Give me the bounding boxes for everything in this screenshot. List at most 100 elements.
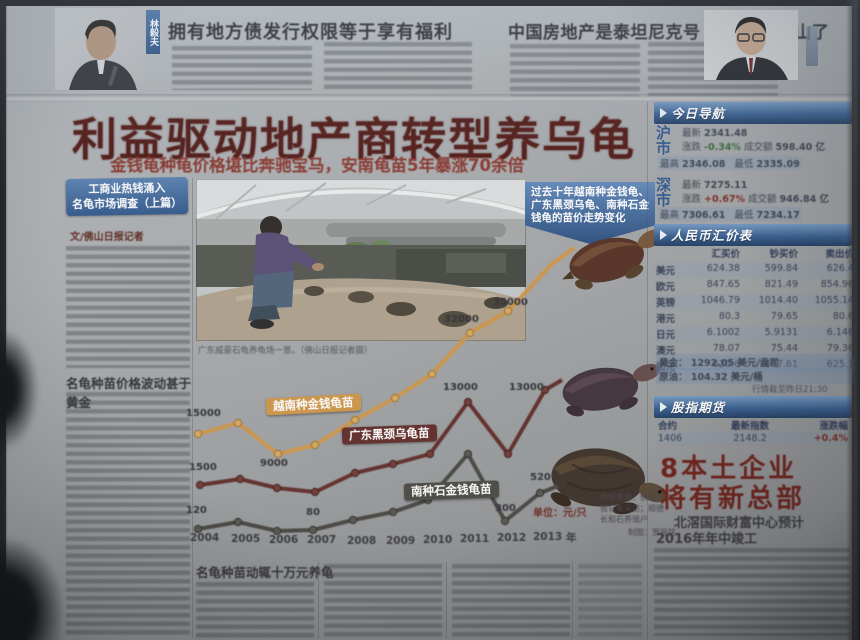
fx-row-usd: 美元 624.38 599.84 626.4 bbox=[656, 262, 854, 278]
label: 涨跌 bbox=[682, 194, 702, 205]
body-text-placeholder bbox=[452, 564, 570, 638]
column-rule bbox=[318, 562, 319, 638]
bottom-subhead: 名龟种苗动辄十万元养龟 bbox=[196, 565, 334, 580]
fx-row-aud: 澳元 78.07 75.44 79.36 bbox=[656, 343, 854, 357]
sz-char1: 深 bbox=[656, 176, 672, 194]
x-tick: 2011 bbox=[460, 533, 490, 545]
oil-value: 104.32 美元/桶 bbox=[690, 372, 763, 383]
point-label: 80 bbox=[306, 507, 320, 518]
point-label: 35000 bbox=[493, 297, 528, 308]
sz-low-value: 7234.17 bbox=[756, 210, 800, 221]
fx-col-cash: 钞买价 bbox=[769, 249, 798, 260]
sh-change-row: 涨跌 -0.34% 成交额 598.40 亿 bbox=[682, 139, 825, 153]
gold-value: 1292.05 美元/盎司 bbox=[690, 358, 779, 369]
farm-photo bbox=[196, 179, 526, 341]
sh-char2: 市 bbox=[656, 139, 672, 157]
body-text-placeholder bbox=[510, 44, 640, 96]
sz-high-value: 7306.61 bbox=[682, 210, 726, 221]
chart-source: 数据来源：佛山日 报记者采访；顺德 长和石养殖户 制图：罗振铭 bbox=[600, 492, 676, 538]
futures-title: 股指期货 bbox=[671, 400, 726, 415]
turtle-image-3 bbox=[535, 421, 678, 534]
label: 最低 bbox=[734, 210, 754, 221]
left-column-subhead: 名龟种苗价格波动甚于黄金 bbox=[66, 376, 192, 410]
triangle-icon bbox=[660, 107, 667, 118]
oil-row: 原油： 104.32 美元/桶 bbox=[656, 368, 858, 384]
chart-title-box: 过去十年越南种金钱龟、广东黑颈乌龟、南种石金钱龟的苗价走势变化 bbox=[525, 182, 655, 244]
chart-source-line: 数据来源：佛山日 bbox=[600, 493, 664, 502]
column-rule bbox=[572, 562, 573, 638]
sz-change-row: 涨跌 +0.67% 成交额 946.84 亿 bbox=[682, 191, 829, 205]
futures-col-contract: 合约 bbox=[658, 421, 678, 432]
page-edge-tag bbox=[806, 26, 818, 66]
x-tick: 2006 bbox=[269, 534, 299, 546]
sh-low-value: 2335.09 bbox=[756, 159, 800, 170]
point-label: 120 bbox=[186, 505, 207, 516]
x-tick: 2005 bbox=[231, 533, 261, 545]
sz-latest-row: 最新 7275.11 bbox=[682, 177, 747, 191]
sh-range-row: 最高 2346.08 最低 2335.09 bbox=[658, 156, 802, 170]
column-rule bbox=[647, 102, 648, 640]
newspaper-page: 林毅夫 拥有地方债发行权限等于享有福利 中国房地产是泰坦尼克号 就要撞到冰山了 … bbox=[6, 2, 858, 640]
futures-row: 1406 2148.2 +0.4% bbox=[658, 432, 852, 445]
sz-change-value: +0.67% bbox=[704, 194, 745, 205]
photo-edge-right bbox=[846, 0, 860, 640]
sh-latest-row: 最新 2341.48 bbox=[682, 125, 747, 139]
chart-unit-label: 单位：元/只 bbox=[533, 508, 587, 519]
point-label: 15000 bbox=[186, 408, 221, 419]
photo-edge-left bbox=[0, 0, 8, 640]
x-tick: 2013 bbox=[533, 531, 563, 543]
market-nav-title: 今日导航 bbox=[671, 106, 726, 121]
news-headline-line2: 将有新总部 bbox=[660, 484, 806, 514]
x-tick: 2009 bbox=[386, 535, 416, 547]
point-label: 1500 bbox=[189, 462, 217, 473]
fx-row-eur: 欧元 847.65 821.49 854.96 bbox=[656, 279, 854, 293]
point-label: 13000 bbox=[509, 382, 544, 393]
oil-label: 原油： bbox=[659, 372, 688, 383]
photo-edge-top bbox=[0, 0, 860, 6]
legend-series-3: 南种石金钱龟苗 bbox=[403, 480, 499, 501]
sz-market-label: 深 市 bbox=[656, 178, 671, 208]
fx-table-header: 人民币汇价表 bbox=[654, 224, 852, 246]
chart-source-line: 报记者采访；顺德 bbox=[600, 504, 664, 513]
futures-header: 股指期货 bbox=[654, 396, 852, 418]
portrait-photo-left bbox=[55, 8, 147, 90]
sz-vol-value: 946.84 亿 bbox=[779, 194, 830, 205]
futures-change: +0.4% bbox=[813, 433, 848, 444]
fx-col-sell: 卖出价 bbox=[825, 249, 854, 260]
news-subhead-line2: 2016年年中竣工 bbox=[656, 532, 758, 547]
sh-char1: 沪 bbox=[656, 124, 672, 142]
news-headline-line1: 8本土企业 bbox=[660, 454, 798, 484]
label: 最高 bbox=[660, 210, 680, 221]
label: 成交额 bbox=[748, 194, 777, 205]
body-text-placeholder bbox=[654, 548, 850, 636]
futures-col-index: 最新指数 bbox=[730, 421, 769, 432]
label: 最新 bbox=[682, 128, 702, 139]
futures-columns: 合约 最新指数 涨跌幅 bbox=[658, 418, 852, 432]
point-label: 300 bbox=[495, 503, 516, 514]
x-axis-suffix: 年 bbox=[566, 532, 577, 544]
fx-table-title: 人民币汇价表 bbox=[671, 228, 753, 243]
chart-source-line: 长和石养殖户 bbox=[600, 515, 648, 524]
fold-crease bbox=[6, 94, 852, 102]
x-tick: 2007 bbox=[307, 534, 337, 546]
sz-latest-value: 7275.11 bbox=[704, 180, 748, 191]
body-text-placeholder bbox=[66, 392, 190, 636]
x-tick: 2010 bbox=[423, 534, 453, 546]
futures-col-change: 涨跌幅 bbox=[819, 421, 848, 432]
legend-series-2: 广东黑颈乌龟苗 bbox=[341, 424, 437, 445]
shadow-blob bbox=[0, 330, 38, 450]
label: 最新 bbox=[682, 180, 702, 191]
point-label: 13000 bbox=[443, 382, 478, 393]
sh-latest-value: 2341.48 bbox=[704, 128, 748, 139]
fx-col-buy: 汇买价 bbox=[711, 249, 740, 260]
futures-contract: 1406 bbox=[658, 433, 683, 444]
point-label: 520 bbox=[530, 472, 551, 483]
fx-column-headers: 汇买价 钞买价 卖出价 bbox=[656, 246, 854, 260]
x-tick: 2012 bbox=[497, 532, 527, 544]
main-subheadline: 金钱龟种龟价格堪比奔驰宝马，安南龟苗5年暴涨70余倍 bbox=[110, 156, 524, 175]
chart-credit: 制图：罗振铭 bbox=[628, 528, 676, 537]
x-tick: 2004 bbox=[190, 532, 220, 544]
label: 成交额 bbox=[743, 142, 773, 153]
portrait-photo-right bbox=[704, 10, 798, 80]
